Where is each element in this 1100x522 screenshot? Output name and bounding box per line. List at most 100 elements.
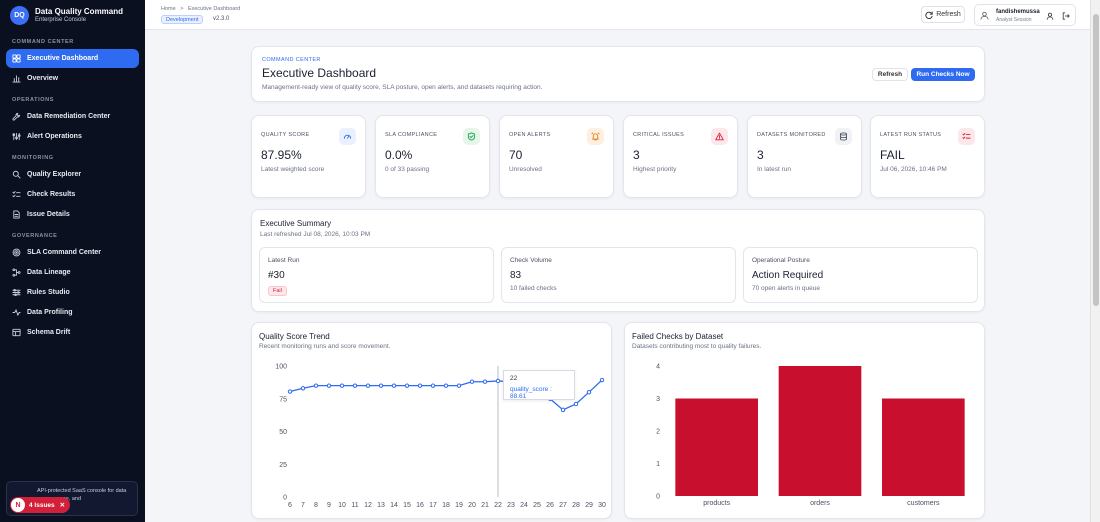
check-volume-card[interactable]: Check Volume 83 10 failed checks (501, 247, 736, 303)
nav-group-label: COMMAND CENTER (12, 39, 74, 45)
user-menu[interactable]: fandishemussa Analyst Session (974, 4, 1076, 26)
kpi-card-datasets-monitored[interactable]: DATASETS MONITORED 3 In latest run (747, 115, 862, 198)
data-point[interactable] (599, 377, 605, 383)
kpi-label: DATASETS MONITORED (757, 132, 826, 138)
top-bar: Home > Executive Dashboard Development v… (145, 0, 1090, 30)
data-point[interactable] (560, 407, 566, 413)
alert-settings-icon (12, 132, 21, 141)
sidebar-item-label: Check Results (27, 191, 76, 198)
y-tick-label: 25 (279, 462, 287, 469)
refresh-button[interactable]: Refresh (872, 68, 908, 81)
sidebar-item-label: Data Remediation Center (27, 113, 111, 120)
data-point[interactable] (378, 383, 384, 388)
dashboard-icon (12, 54, 21, 63)
lineage-icon (12, 268, 21, 277)
data-point[interactable] (482, 379, 488, 384)
data-point[interactable] (586, 390, 592, 395)
data-point[interactable] (287, 389, 293, 394)
issues-badge[interactable]: N 4 Issues ✕ (10, 497, 70, 513)
x-tick-label: 17 (429, 502, 437, 509)
breadcrumb-home[interactable]: Home (161, 6, 176, 12)
sidebar-item-data-lineage[interactable]: Data Lineage (6, 263, 139, 282)
data-point[interactable] (352, 383, 358, 388)
summary-title: Executive Summary (260, 219, 332, 228)
kpi-card-open-alerts[interactable]: OPEN ALERTS 70 Unresolved (499, 115, 614, 198)
kpi-sub: Unresolved (509, 166, 542, 173)
x-tick-label: 7 (301, 502, 305, 509)
run-checks-button[interactable]: Run Checks Now (911, 68, 975, 81)
operational-posture-card[interactable]: Operational Posture Action Required 70 o… (743, 247, 978, 303)
user-name: fandishemussa (996, 9, 1040, 15)
brand[interactable]: DQ Data Quality Command Enterprise Conso… (0, 0, 145, 30)
sidebar-item-rules-studio[interactable]: Rules Studio (6, 283, 139, 302)
page-scrollbar[interactable] (1090, 0, 1100, 522)
posture-sub: 70 open alerts in queue (752, 285, 820, 292)
issues-avatar: N (11, 498, 25, 512)
nav-group-label: OPERATIONS (12, 97, 54, 103)
data-point[interactable] (430, 383, 436, 388)
kpi-card-quality-score[interactable]: QUALITY SCORE 87.95% Latest weighted score (251, 115, 366, 198)
list-check-icon (12, 191, 21, 198)
data-point[interactable] (300, 386, 306, 391)
sidebar-item-data-remediation-center[interactable]: Data Remediation Center (6, 107, 139, 126)
sidebar-item-data-profiling[interactable]: Data Profiling (6, 303, 139, 322)
summary-subtitle: Last refreshed Jul 08, 2026, 10:03 PM (260, 231, 371, 238)
kpi-value: FAIL (880, 148, 905, 162)
data-point[interactable] (365, 383, 371, 388)
user-role: Analyst Session (996, 17, 1032, 23)
database-icon (840, 132, 847, 141)
kpi-sub: Latest weighted score (261, 166, 325, 173)
bar-chart-icon (12, 75, 21, 83)
executive-summary: Executive Summary Last refreshed Jul 08,… (251, 209, 985, 312)
sidebar-item-sla-command-center[interactable]: SLA Command Center (6, 243, 139, 262)
table-icon (12, 328, 21, 337)
data-point[interactable] (313, 383, 319, 388)
sidebar-item-check-results[interactable]: Check Results (6, 185, 139, 204)
logout-icon[interactable] (1062, 12, 1070, 20)
data-point[interactable] (443, 383, 449, 388)
trend-title: Quality Score Trend (259, 332, 330, 341)
sidebar-item-executive-dashboard[interactable]: Executive Dashboard (6, 49, 139, 68)
latest-run-value: #30 (268, 270, 285, 281)
app-subtitle: Enterprise Console (35, 17, 87, 23)
sidebar-item-label: Schema Drift (27, 329, 71, 336)
sidebar-item-schema-drift[interactable]: Schema Drift (6, 323, 139, 342)
latest-run-label: Latest Run (268, 257, 300, 264)
kpi-card-critical-issues[interactable]: CRITICAL ISSUES 3 Highest priority (623, 115, 738, 198)
kpi-icon-badge (339, 128, 356, 145)
y-tick-label: 3 (656, 396, 660, 403)
bar-orders[interactable] (778, 366, 862, 496)
bar-customers[interactable] (882, 398, 965, 497)
quality-trend-chart[interactable]: 0 25 50 75 100 6 7 8 9 10 11 12 13 14 15 16 17 18 19 20 21 22… (252, 323, 613, 520)
sidebar-nav: COMMAND CENTER Executive Dashboard Overvie… (0, 39, 145, 342)
sidebar-item-issue-details[interactable]: Issue Details (6, 205, 139, 224)
failed-title: Failed Checks by Dataset (632, 332, 724, 341)
data-point[interactable] (456, 383, 462, 388)
failed-checks-chart[interactable]: 0 1 2 3 4 products orders customers (625, 323, 986, 520)
data-point[interactable] (391, 383, 397, 388)
x-tick-label: 24 (520, 502, 528, 509)
breadcrumb-separator: > (180, 6, 184, 12)
data-point[interactable] (339, 383, 345, 388)
bar-products[interactable] (675, 398, 758, 497)
latest-run-card[interactable]: Latest Run #30 Fail (259, 247, 494, 303)
target-icon (12, 248, 21, 257)
sidebar-item-alert-operations[interactable]: Alert Operations (6, 127, 139, 146)
scroll-thumb[interactable] (1093, 14, 1099, 306)
data-point[interactable] (573, 401, 579, 407)
data-point[interactable] (404, 383, 410, 388)
kpi-label: QUALITY SCORE (261, 132, 310, 138)
kpi-card-sla-compliance[interactable]: SLA COMPLIANCE 0.0% 0 of 33 passing (375, 115, 490, 198)
kpi-card-latest-run-status[interactable]: LATEST RUN STATUS FAIL Jul 06, 2026, 10:46… (870, 115, 985, 198)
close-icon[interactable]: ✕ (59, 502, 66, 509)
sidebar-item-overview[interactable]: Overview (6, 69, 139, 88)
top-refresh-button[interactable]: Refresh (921, 6, 965, 23)
profile-icon[interactable] (1046, 12, 1054, 20)
data-point[interactable] (326, 383, 332, 388)
kpi-value: 3 (757, 148, 764, 162)
sidebar-item-quality-explorer[interactable]: Quality Explorer (6, 165, 139, 184)
data-point[interactable] (495, 378, 501, 384)
data-point[interactable] (469, 379, 475, 384)
nav-group-label: GOVERNANCE (12, 233, 58, 239)
data-point[interactable] (417, 383, 423, 388)
